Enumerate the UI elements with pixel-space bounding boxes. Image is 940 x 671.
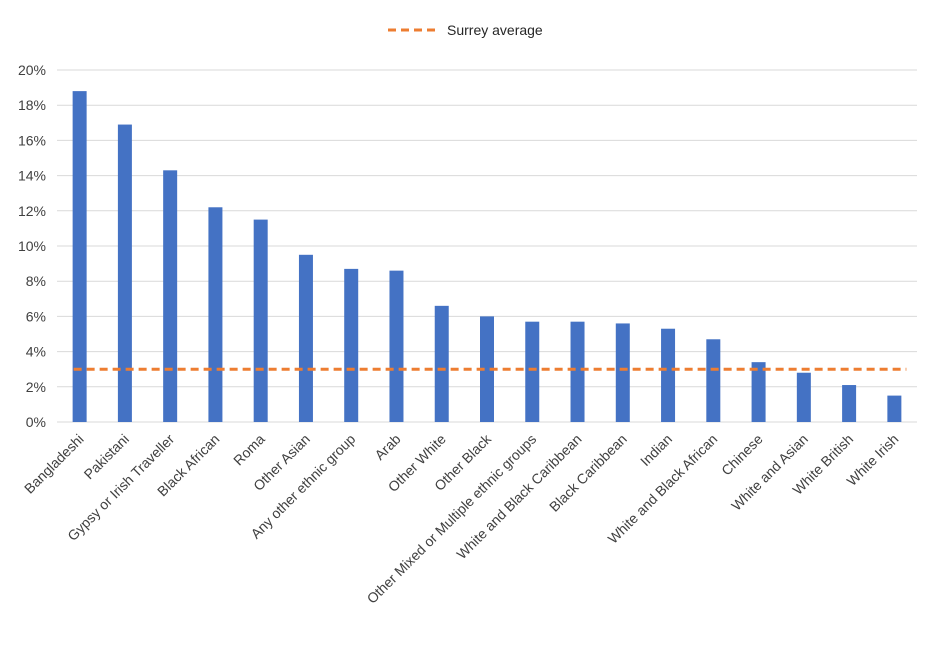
gridlines xyxy=(57,69,917,423)
y-tick-label-9: 18% xyxy=(18,97,46,113)
y-tick-label-7: 14% xyxy=(18,168,46,184)
bar-indian xyxy=(661,328,676,422)
bar-roma xyxy=(253,219,268,422)
bar-white-and-black-african xyxy=(706,339,721,422)
bar-gypsy-or-irish-traveller xyxy=(163,170,178,422)
x-tick-label-white-and-asian: White and Asian xyxy=(728,431,811,514)
y-tick-label-4: 8% xyxy=(26,273,46,289)
bar-any-other-ethnic-group xyxy=(344,268,359,422)
bar-white-irish xyxy=(887,395,902,422)
x-tick-label-indian: Indian xyxy=(637,431,675,469)
bar-bangladeshi xyxy=(72,91,87,423)
bar-black-african xyxy=(208,207,223,422)
y-tick-label-10: 20% xyxy=(18,62,46,78)
x-tick-label-other-mixed-or-multiple-ethnic-groups: Other Mixed or Multiple ethnic groups xyxy=(364,431,540,607)
bar-arab xyxy=(389,270,404,422)
bar-white-british xyxy=(842,385,857,422)
bar-white-and-black-caribbean xyxy=(570,321,585,422)
y-tick-label-6: 12% xyxy=(18,203,46,219)
y-tick-label-1: 2% xyxy=(26,379,46,395)
y-axis-tick-labels: 0% 2% 4% 6% 8% 10% 12% 14% 16% 18% 20% xyxy=(18,62,46,430)
bar-other-black xyxy=(480,316,494,422)
y-tick-label-8: 16% xyxy=(18,132,46,148)
bar-other-asian xyxy=(298,254,313,422)
x-tick-label-roma: Roma xyxy=(230,431,268,469)
y-tick-label-2: 4% xyxy=(26,344,46,360)
x-tick-label-arab: Arab xyxy=(371,431,403,463)
bar-chinese xyxy=(751,362,766,422)
y-tick-label-5: 10% xyxy=(18,238,46,254)
bar-pakistani xyxy=(117,124,132,422)
y-tick-label-3: 6% xyxy=(26,308,46,324)
bar-white-and-asian xyxy=(796,372,811,422)
legend: Surrey average xyxy=(388,22,543,38)
x-tick-label-bangladeshi: Bangladeshi xyxy=(21,431,87,497)
x-tick-label-black-caribbean: Black Caribbean xyxy=(546,431,630,515)
legend-label-surrey-average: Surrey average xyxy=(447,22,543,38)
bar-black-caribbean xyxy=(615,323,630,422)
bar-other-white xyxy=(434,305,449,422)
bar-other-mixed-or-multiple-ethnic-groups xyxy=(525,321,540,422)
y-tick-label-0: 0% xyxy=(26,414,46,430)
